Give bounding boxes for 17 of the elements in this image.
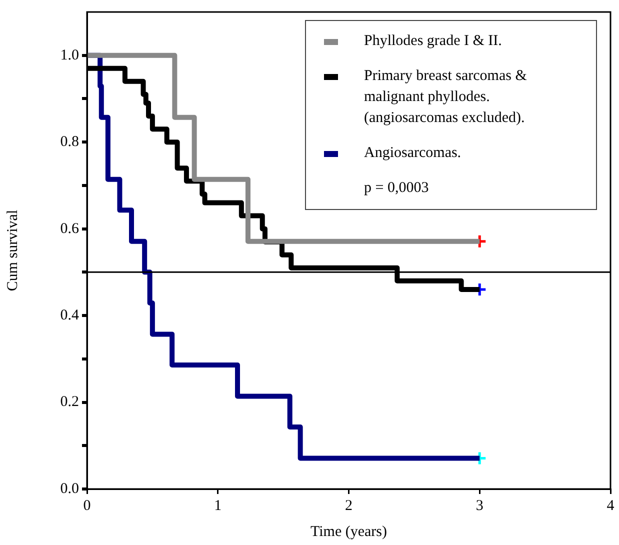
x-tick-label: 1 <box>214 498 222 514</box>
y-tick-label: 1.0 <box>60 47 79 64</box>
x-axis-title: Time (years) <box>310 524 388 540</box>
x-tick-label: 4 <box>606 498 615 514</box>
annotation: p = 0,0003 <box>364 179 430 198</box>
y-tick-label: 0.8 <box>60 134 79 150</box>
y-tick-label: 0.2 <box>60 394 79 410</box>
y-axis-title: Cum survival <box>4 210 21 292</box>
legend-label: Angiosarcomas. <box>364 144 462 163</box>
x-tick-label: 0 <box>83 498 91 514</box>
x-tick-label: 3 <box>476 498 484 514</box>
legend-label: Phyllodes grade I & II. <box>364 32 502 51</box>
legend-label: Primary breast sarcomas & malignant phyllodes. (angiosarcomas excluded). <box>364 67 528 128</box>
y-tick-label: 0.4 <box>60 307 80 324</box>
y-tick-label: 0.6 <box>60 220 80 237</box>
x-tick-label: 2 <box>345 498 352 514</box>
y-tick-label: 0.0 <box>60 480 79 497</box>
